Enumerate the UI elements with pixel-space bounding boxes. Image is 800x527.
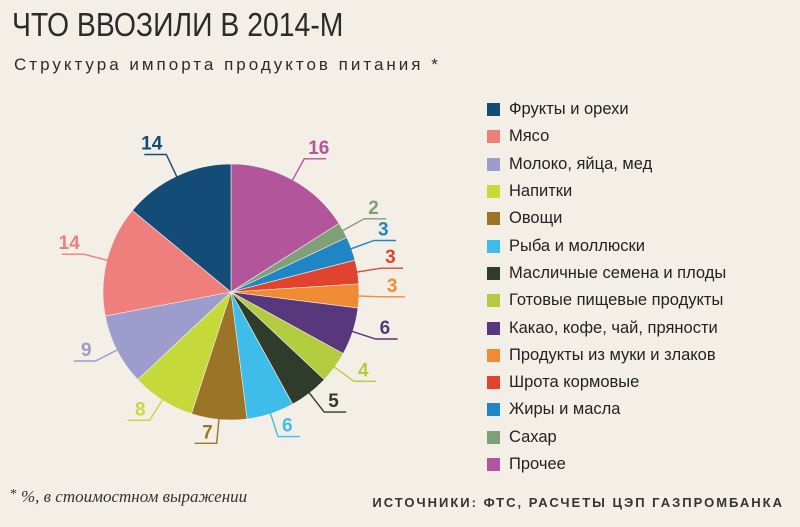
legend-item: Мясо (487, 123, 726, 150)
legend-label: Мясо (509, 127, 550, 146)
legend-item: Рыба и моллюски (487, 232, 726, 259)
chart-subtitle: Структура импорта продуктов питания * (14, 55, 441, 75)
legend-swatch (487, 239, 500, 253)
chart-title: ЧТО ВВОЗИЛИ В 2014-М (12, 6, 344, 43)
data-label: 3 (387, 276, 398, 297)
legend-label: Шрота кормовые (509, 373, 640, 392)
pie-slices (102, 163, 360, 421)
legend-label: Какао, кофе, чай, пряности (509, 318, 718, 337)
leader-line (73, 346, 123, 362)
legend-swatch (487, 185, 500, 199)
legend-swatch (487, 321, 500, 335)
footnote-mark: * (10, 487, 17, 502)
data-label: 14 (59, 233, 81, 254)
legend-item: Масличные семена и плоды (487, 260, 726, 287)
data-label: 6 (380, 318, 391, 339)
legend-swatch (487, 376, 500, 390)
data-label: 5 (328, 391, 339, 412)
chart-subtitle-text: Структура импорта продуктов питания (14, 55, 424, 74)
legend-item: Фрукты и орехи (487, 96, 726, 123)
data-label: 6 (282, 416, 293, 437)
leader-line (352, 295, 405, 298)
leader-line (289, 158, 327, 186)
legend-swatch (487, 348, 500, 362)
leader-line (345, 239, 396, 252)
leader-line (127, 394, 167, 421)
legend-swatch (487, 212, 500, 226)
leader-line (337, 218, 387, 234)
legend-label: Прочее (509, 455, 566, 473)
legend-label: Готовые пищевые продукты (509, 291, 724, 310)
legend-swatch (487, 266, 500, 280)
legend-item: Овощи (487, 205, 726, 232)
leader-line (268, 407, 300, 438)
legend-label: Масличные семена и плоды (509, 263, 727, 282)
legend-swatch (487, 458, 500, 471)
legend-item: Жиры и масла (487, 396, 726, 423)
data-label: 14 (141, 134, 163, 155)
legend-item: Молоко, яйца, мед (487, 151, 726, 178)
leader-line (144, 153, 180, 182)
legend-item: Шрота кормовые (487, 369, 726, 396)
data-label: 16 (308, 138, 329, 159)
data-label: 7 (202, 422, 213, 443)
data-label: 3 (385, 247, 396, 268)
legend-label: Рыба и моллюски (509, 236, 645, 255)
legend-label: Жиры и масла (509, 400, 621, 419)
legend-item: Сахар (487, 424, 726, 451)
source-note: ИСТОЧНИКИ: ФТС, РАСЧЕТЫ ЦЭП ГАЗПРОМБАНКА (372, 495, 784, 510)
leader-line (305, 387, 347, 413)
legend-label: Молоко, яйца, мед (509, 154, 653, 173)
legend-label: Продукты из муки и злаков (509, 345, 716, 364)
data-label: 8 (135, 399, 146, 420)
legend-swatch (487, 103, 500, 117)
legend-swatch (487, 157, 500, 171)
legend-label: Фрукты и орехи (509, 100, 629, 119)
legend-swatch (487, 130, 500, 144)
footnote: * %, в стоимостном выражении (10, 487, 247, 507)
legend-item: Напитки (487, 178, 726, 205)
legend-label: Напитки (509, 182, 573, 201)
data-label: 3 (378, 220, 389, 241)
legend-item: Какао, кофе, чай, пряности (487, 314, 726, 341)
chart-legend: Фрукты и орехи Мясо Молоко, яйца, мед Напит… (487, 96, 726, 478)
data-label: 2 (368, 198, 379, 219)
data-label: 9 (81, 340, 92, 361)
legend-item: Готовые пищевые продукты (487, 287, 726, 314)
legend-item: Продукты из муки и злаков (487, 342, 726, 369)
leader-line (329, 363, 376, 382)
leader-line (346, 329, 398, 340)
legend-swatch (487, 403, 500, 417)
legend-swatch (487, 430, 500, 444)
legend-label: Овощи (509, 209, 563, 228)
data-label: 4 (358, 360, 369, 381)
subtitle-mark: * (431, 55, 441, 74)
footnote-text: %, в стоимостном выражении (21, 487, 248, 506)
leader-line (61, 253, 113, 263)
legend-swatch (487, 294, 500, 308)
leader-line (351, 267, 404, 274)
legend-label: Сахар (509, 427, 557, 446)
leader-line (194, 413, 221, 444)
legend-item: Прочее (487, 451, 726, 478)
